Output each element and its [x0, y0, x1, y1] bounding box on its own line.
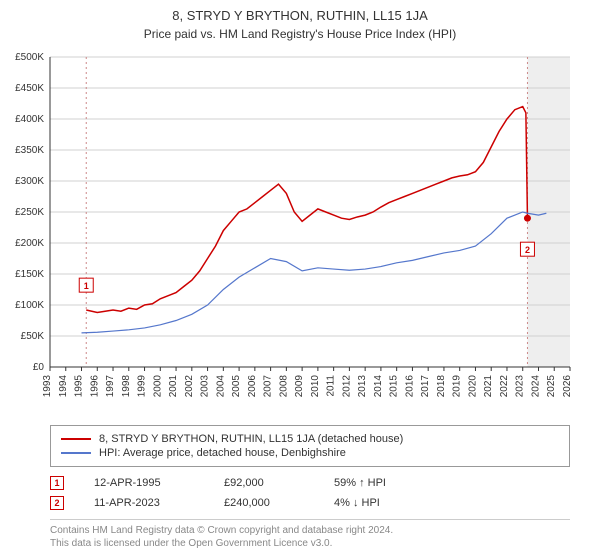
footer-line-2: This data is licensed under the Open Gov… — [50, 537, 570, 550]
svg-text:2005: 2005 — [231, 375, 242, 398]
legend-item: HPI: Average price, detached house, Denb… — [61, 446, 559, 460]
legend-swatch — [61, 438, 91, 440]
svg-text:2018: 2018 — [436, 375, 447, 398]
marker-row: 1 12-APR-1995 £92,000 59% ↑ HPI — [50, 473, 570, 493]
svg-text:£300K: £300K — [15, 176, 44, 187]
svg-text:£100K: £100K — [15, 300, 44, 311]
legend-box: 8, STRYD Y BRYTHON, RUTHIN, LL15 1JA (de… — [50, 425, 570, 467]
svg-text:2011: 2011 — [326, 375, 337, 397]
svg-text:2008: 2008 — [278, 375, 289, 398]
line-chart-svg: £0 £50K £100K £150K £200K £250K £300K £350K £400… — [0, 47, 600, 417]
svg-text:2001: 2001 — [168, 375, 179, 398]
svg-text:1995: 1995 — [74, 375, 85, 398]
marker-price: £240,000 — [224, 497, 304, 509]
svg-text:2026: 2026 — [562, 375, 573, 398]
svg-text:1997: 1997 — [105, 375, 116, 398]
marker-number-box: 2 — [50, 496, 64, 510]
marker-number-box: 1 — [50, 476, 64, 490]
marker-hpi: 59% ↑ HPI — [334, 477, 424, 489]
legend-label: HPI: Average price, detached house, Denb… — [99, 447, 346, 459]
svg-text:2012: 2012 — [341, 375, 352, 398]
svg-text:2013: 2013 — [357, 375, 368, 398]
svg-text:2016: 2016 — [404, 375, 415, 398]
svg-text:1996: 1996 — [89, 375, 100, 398]
marker-date: 11-APR-2023 — [94, 497, 194, 509]
svg-text:£50K: £50K — [21, 331, 45, 342]
chart-plot-area: £0 £50K £100K £150K £200K £250K £300K £350K £400… — [0, 47, 600, 417]
svg-text:2007: 2007 — [263, 375, 274, 398]
svg-text:2017: 2017 — [420, 375, 431, 398]
svg-text:2009: 2009 — [294, 375, 305, 398]
svg-text:2003: 2003 — [200, 375, 211, 398]
marker-price: £92,000 — [224, 477, 304, 489]
svg-text:£250K: £250K — [15, 207, 44, 218]
footer-attribution: Contains HM Land Registry data © Crown c… — [50, 519, 570, 550]
svg-text:2010: 2010 — [310, 375, 321, 398]
footer-line-1: Contains HM Land Registry data © Crown c… — [50, 524, 570, 537]
marker-date: 12-APR-1995 — [94, 477, 194, 489]
svg-text:2021: 2021 — [483, 375, 494, 398]
marker-row: 2 11-APR-2023 £240,000 4% ↓ HPI — [50, 493, 570, 513]
chart-title: 8, STRYD Y BRYTHON, RUTHIN, LL15 1JA — [0, 0, 600, 23]
svg-text:2000: 2000 — [152, 375, 163, 398]
svg-text:£0: £0 — [33, 362, 45, 373]
marker-table: 1 12-APR-1995 £92,000 59% ↑ HPI 2 11-APR-2023… — [50, 473, 570, 513]
svg-text:2006: 2006 — [247, 375, 258, 398]
svg-text:1998: 1998 — [121, 375, 132, 398]
svg-text:2023: 2023 — [515, 375, 526, 398]
svg-text:£450K: £450K — [15, 83, 44, 94]
svg-text:£150K: £150K — [15, 269, 44, 280]
svg-text:£350K: £350K — [15, 145, 44, 156]
legend-label: 8, STRYD Y BRYTHON, RUTHIN, LL15 1JA (de… — [99, 433, 403, 445]
svg-text:2024: 2024 — [530, 375, 541, 398]
svg-text:2004: 2004 — [215, 375, 226, 398]
svg-text:2025: 2025 — [546, 375, 557, 398]
svg-text:2002: 2002 — [184, 375, 195, 398]
svg-text:2014: 2014 — [373, 375, 384, 398]
svg-text:2015: 2015 — [389, 375, 400, 398]
svg-text:£500K: £500K — [15, 52, 44, 63]
svg-text:1993: 1993 — [42, 375, 53, 398]
chart-container: 8, STRYD Y BRYTHON, RUTHIN, LL15 1JA Pri… — [0, 0, 600, 560]
svg-text:2022: 2022 — [499, 375, 510, 398]
chart-subtitle: Price paid vs. HM Land Registry's House … — [0, 23, 600, 47]
svg-text:2020: 2020 — [467, 375, 478, 398]
legend-item: 8, STRYD Y BRYTHON, RUTHIN, LL15 1JA (de… — [61, 432, 559, 446]
marker-hpi: 4% ↓ HPI — [334, 497, 424, 509]
svg-text:1999: 1999 — [137, 375, 148, 398]
svg-text:£400K: £400K — [15, 114, 44, 125]
svg-text:1: 1 — [84, 281, 89, 291]
svg-text:1994: 1994 — [58, 375, 69, 398]
svg-text:2019: 2019 — [452, 375, 463, 398]
svg-text:£200K: £200K — [15, 238, 44, 249]
legend-swatch — [61, 452, 91, 454]
svg-text:2: 2 — [525, 245, 530, 255]
